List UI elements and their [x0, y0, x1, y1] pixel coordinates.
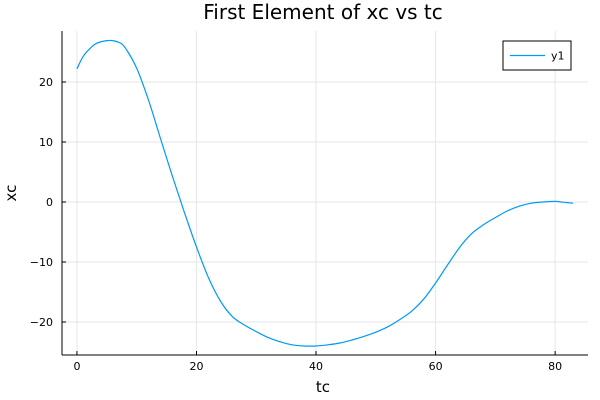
x-axis-label: tc: [316, 378, 330, 396]
series: [76, 39, 574, 347]
chart-title: First Element of xc vs tc: [203, 0, 443, 24]
y-tick-label: 0: [46, 196, 53, 209]
y-tick-label: −20: [30, 316, 53, 329]
x-tick-label: 20: [189, 360, 203, 373]
y-tick-label: 10: [39, 136, 53, 149]
series-line-y1: [76, 39, 574, 347]
y-tick-label: 20: [39, 76, 53, 89]
y-tick-label: −10: [30, 256, 53, 269]
axes: [61, 31, 588, 356]
x-tick-label: 40: [309, 360, 323, 373]
x-tick-label: 0: [73, 360, 80, 373]
legend: y1: [502, 40, 572, 71]
y-axis-label: xc: [2, 185, 20, 202]
ticks: 0 20 40 60 80 −20 −10 0 10 20: [30, 76, 562, 373]
legend-label-y1: y1: [551, 50, 565, 63]
grid-lines: [62, 31, 588, 355]
x-tick-label: 80: [548, 360, 562, 373]
x-tick-label: 60: [429, 360, 443, 373]
